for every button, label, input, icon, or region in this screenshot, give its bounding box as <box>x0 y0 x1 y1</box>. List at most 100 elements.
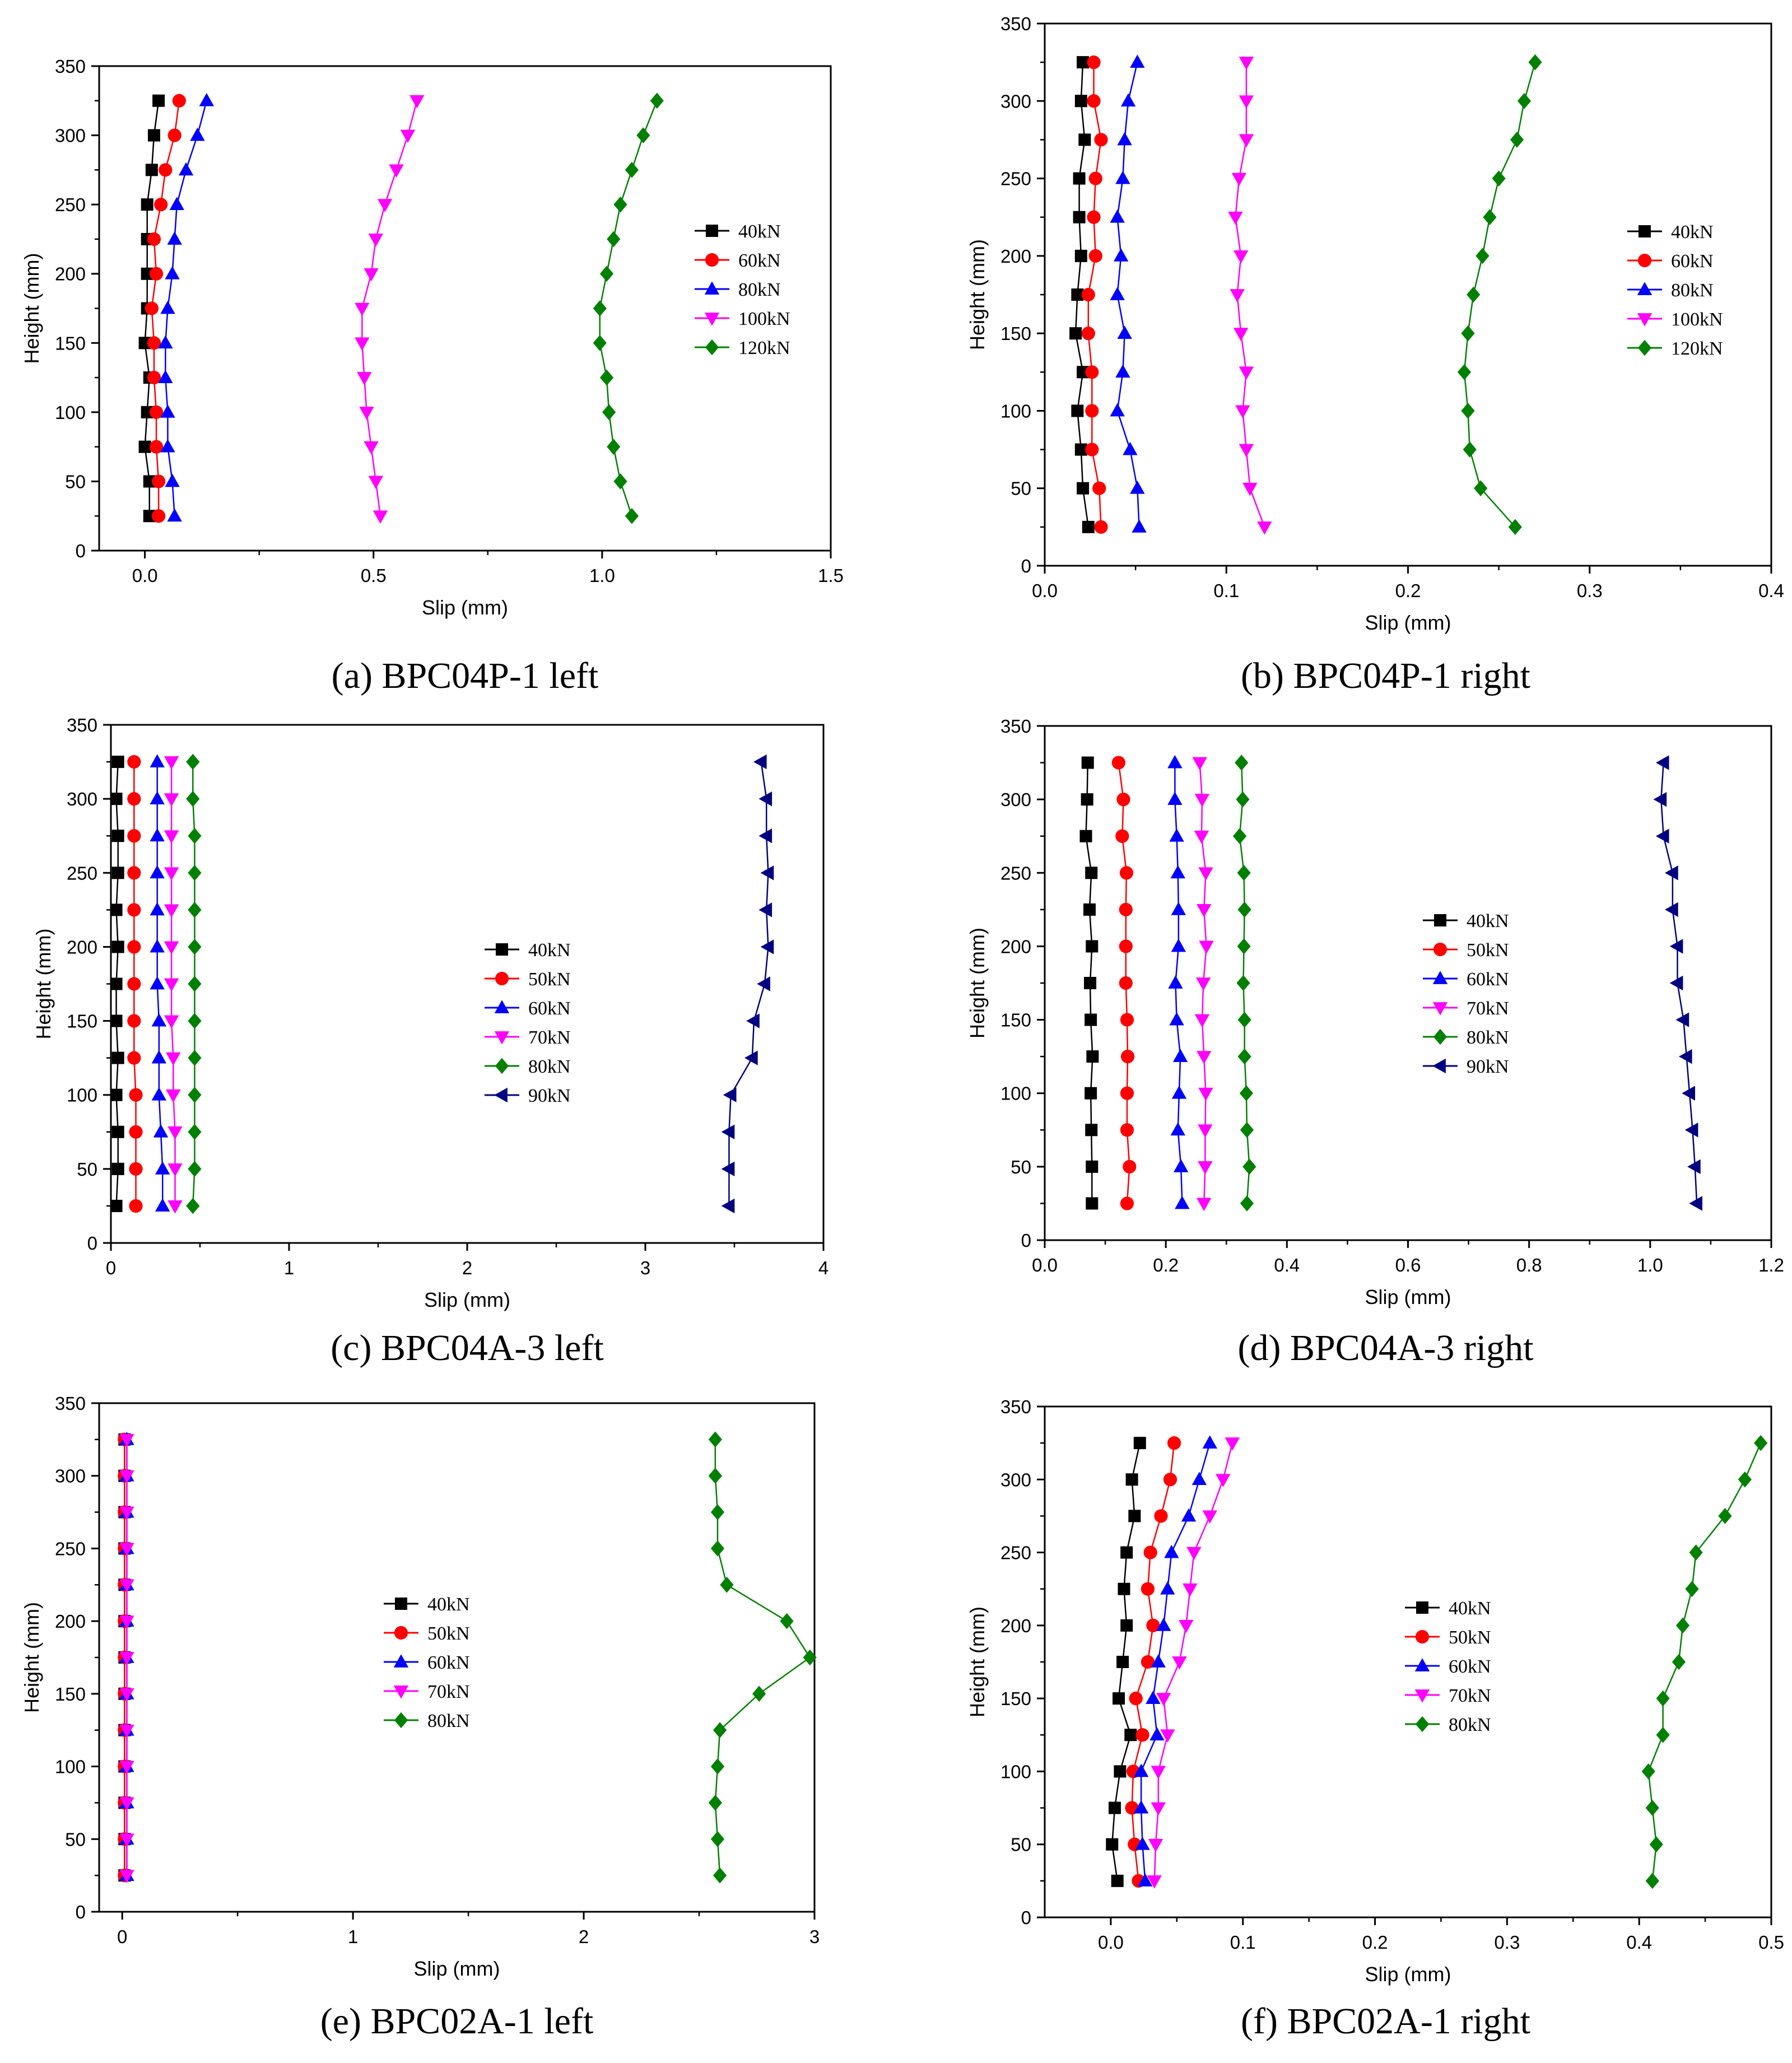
legend-marker <box>1433 942 1447 957</box>
data-point <box>1087 210 1101 224</box>
data-point <box>1754 1435 1768 1451</box>
data-point <box>1071 288 1084 301</box>
data-point <box>1474 480 1488 497</box>
data-point <box>359 406 374 420</box>
legend-marker <box>1432 971 1448 984</box>
data-point <box>153 1124 169 1138</box>
series-70kN <box>1147 1437 1240 1889</box>
data-point <box>1198 1087 1213 1101</box>
legend-label: 120kN <box>738 338 790 358</box>
data-point <box>1069 327 1082 340</box>
y-axis-label: Height (mm) <box>966 239 989 350</box>
series-80kN <box>708 1431 817 1884</box>
data-point <box>1461 325 1475 342</box>
data-point <box>1083 903 1096 916</box>
data-point <box>166 1052 181 1066</box>
data-point <box>1123 441 1138 455</box>
legend-label: 40kN <box>427 1594 470 1615</box>
data-point <box>1235 405 1250 419</box>
data-point <box>1074 443 1087 456</box>
data-point <box>186 753 200 770</box>
data-point <box>152 94 165 107</box>
legend-marker <box>496 943 508 956</box>
series-60kN <box>1081 55 1108 534</box>
data-point <box>1154 1509 1168 1523</box>
data-point <box>1114 1765 1127 1778</box>
data-point <box>160 300 175 314</box>
data-point <box>188 1161 202 1177</box>
y-tick-label: 100 <box>1000 1083 1031 1104</box>
legend-label: 40kN <box>1449 1598 1491 1619</box>
y-tick-label: 100 <box>55 1757 86 1777</box>
y-tick-label: 50 <box>1011 1834 1031 1855</box>
data-point <box>1191 1471 1207 1485</box>
legend-marker <box>395 1598 407 1610</box>
data-point <box>1672 1654 1686 1670</box>
data-point <box>613 196 627 213</box>
data-point <box>119 1579 134 1593</box>
data-point <box>199 93 215 106</box>
x-tick-label: 3 <box>640 1258 650 1278</box>
data-point <box>1081 287 1095 302</box>
series-60kN <box>145 94 186 523</box>
legend-label: 50kN <box>1449 1627 1491 1648</box>
data-point <box>188 827 202 844</box>
y-tick-label: 350 <box>1000 1396 1031 1417</box>
data-point <box>1143 1545 1157 1559</box>
data-point <box>129 1125 143 1139</box>
x-tick-label: 0.1 <box>1213 580 1239 601</box>
data-point <box>713 1722 727 1739</box>
data-point <box>1239 57 1254 70</box>
y-tick-label: 150 <box>55 333 86 353</box>
y-tick-label: 50 <box>77 1159 97 1180</box>
x-tick-label: 2 <box>579 1926 589 1947</box>
data-point <box>186 1198 200 1214</box>
data-point <box>1119 902 1133 916</box>
data-point <box>1194 830 1209 844</box>
data-point <box>1087 55 1101 69</box>
y-tick-label: 300 <box>55 1466 86 1487</box>
y-tick-label: 50 <box>1011 478 1031 499</box>
data-point <box>1146 1691 1161 1705</box>
data-point <box>1236 975 1250 991</box>
y-tick-label: 50 <box>1011 1157 1031 1177</box>
legend-label: 60kN <box>1467 969 1509 990</box>
data-point <box>1669 975 1683 991</box>
legend-label: 100kN <box>738 309 790 329</box>
legend-marker <box>1416 1601 1428 1614</box>
data-point <box>119 1506 134 1520</box>
y-tick-label: 200 <box>1000 936 1031 957</box>
y-tick-label: 0 <box>76 1902 86 1922</box>
data-point <box>127 977 141 991</box>
caption-title: BPC04A-3 right <box>1281 1328 1533 1368</box>
series-40kN <box>1079 756 1099 1210</box>
data-point <box>1198 867 1213 881</box>
data-point <box>127 1051 141 1065</box>
x-tick-label: 1.0 <box>589 565 615 586</box>
data-point <box>1110 287 1125 300</box>
data-point <box>188 864 202 881</box>
data-point <box>165 473 180 487</box>
data-point <box>150 828 165 842</box>
y-tick-label: 100 <box>67 1085 97 1106</box>
data-point <box>164 830 179 844</box>
legend: 40kN 50kN 60kN 70kN 80kN 90kN <box>1423 911 1509 1077</box>
y-tick-label: 100 <box>55 402 86 423</box>
data-point <box>166 1089 181 1103</box>
data-point <box>127 940 141 954</box>
x-axis-label: Slip (mm) <box>1365 611 1451 634</box>
data-point <box>1492 170 1506 187</box>
x-tick-label: 0 <box>117 1926 127 1947</box>
data-point <box>119 1870 134 1883</box>
legend-marker <box>1637 313 1653 327</box>
data-point <box>1116 1656 1129 1668</box>
data-point <box>1237 938 1251 954</box>
y-tick-label: 250 <box>55 194 86 215</box>
data-point <box>1687 1159 1701 1175</box>
data-point <box>152 474 166 488</box>
data-point <box>1085 1124 1098 1137</box>
data-point <box>1088 171 1102 185</box>
data-point <box>1645 1873 1659 1889</box>
data-point <box>1146 1618 1160 1632</box>
chart-panel: 0.0 0.2 0.4 0.6 0.8 1.0 1.2 0 50 100 150 200 250 300 3… <box>966 716 1784 1368</box>
